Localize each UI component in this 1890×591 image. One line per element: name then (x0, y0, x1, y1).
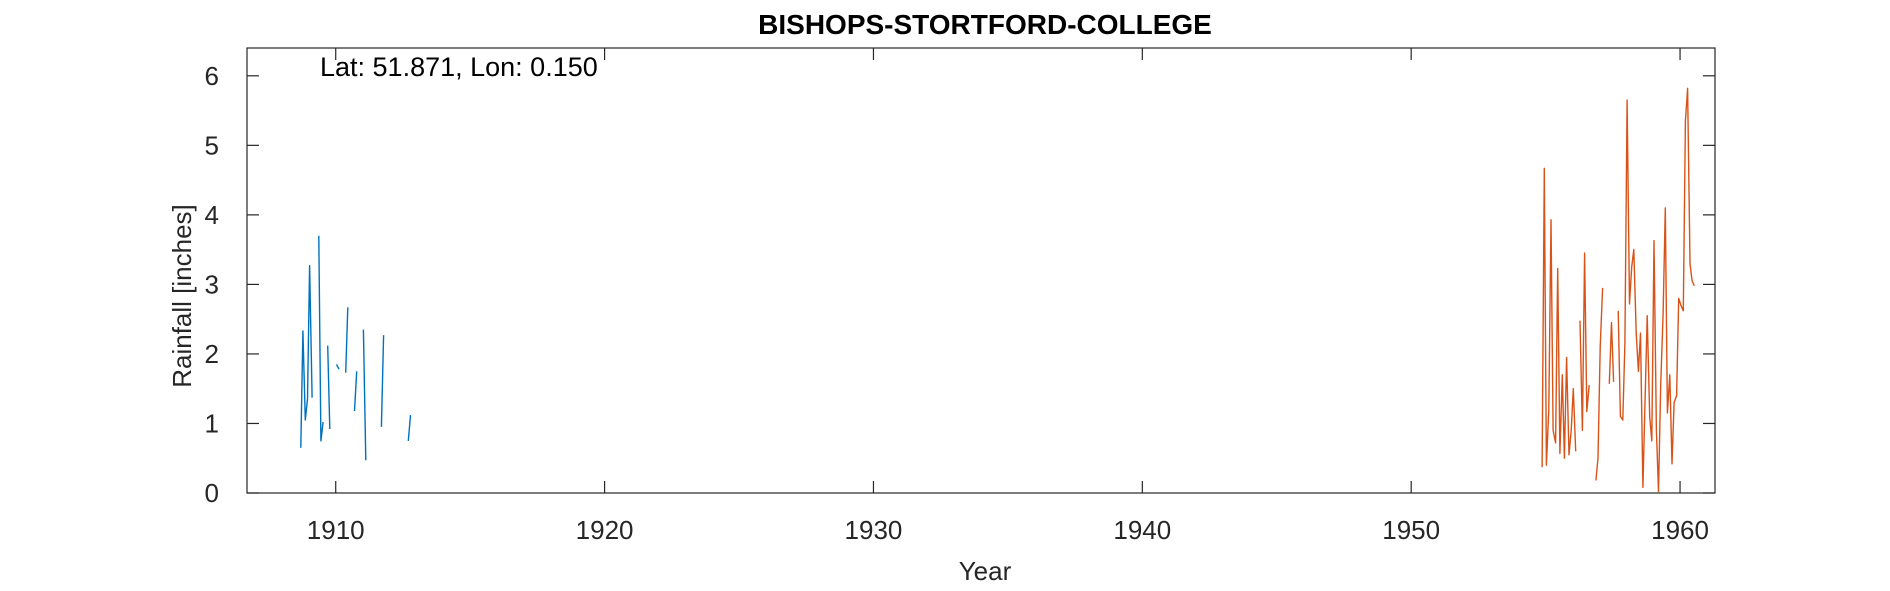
series-layer (300, 87, 1695, 493)
chart-title: BISHOPS-STORTFORD-COLLEGE (758, 9, 1212, 40)
series-2 (1541, 87, 1695, 493)
series-line-segment (318, 235, 324, 442)
y-tick-label: 5 (205, 130, 219, 160)
plot-area (246, 47, 1716, 494)
y-tick-label: 0 (205, 478, 219, 508)
series-1 (300, 235, 412, 461)
y-tick-label: 2 (205, 339, 219, 369)
series-line-segment (362, 329, 367, 461)
x-tick-label: 1940 (1113, 515, 1171, 545)
x-tick-label: 1930 (845, 515, 903, 545)
series-line-segment (327, 345, 331, 430)
series-line-segment (300, 264, 313, 448)
series-line-segment (407, 415, 412, 441)
y-tick-label: 6 (205, 61, 219, 91)
location-annotation: Lat: 51.871, Lon: 0.150 (320, 52, 598, 82)
y-axis-label: Rainfall [inches] (167, 204, 197, 388)
y-tick-label: 1 (205, 408, 219, 438)
x-tick-label: 1920 (576, 515, 634, 545)
y-tick-label: 4 (205, 200, 219, 230)
x-tick-label: 1960 (1651, 515, 1709, 545)
series-line-segment (380, 335, 385, 427)
series-line-segment (353, 371, 358, 412)
series-line-segment (345, 307, 349, 373)
series-line-segment (1541, 167, 1577, 468)
x-tick-label: 1950 (1382, 515, 1440, 545)
series-line-segment (1608, 321, 1615, 384)
x-tick-label: 1910 (307, 515, 365, 545)
y-axis-ticks: 0 1 2 3 4 5 6 (205, 61, 1715, 508)
series-line-segment (1617, 87, 1695, 493)
series-line-segment (335, 364, 340, 370)
series-line-segment (1595, 287, 1604, 481)
plot-box (246, 47, 1716, 494)
x-axis-ticks: 1910 1920 1930 1940 1950 1960 (307, 48, 1709, 545)
y-tick-label: 3 (205, 269, 219, 299)
series-line-segment (1579, 252, 1590, 432)
x-axis-label: Year (959, 556, 1012, 586)
